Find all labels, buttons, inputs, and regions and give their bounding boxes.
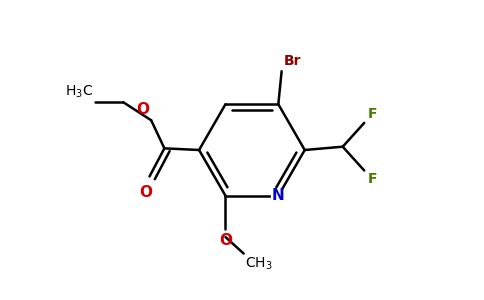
Text: O: O: [136, 102, 150, 117]
Text: F: F: [367, 172, 377, 186]
Text: F: F: [367, 107, 377, 121]
Text: O: O: [220, 233, 233, 248]
Text: N: N: [272, 188, 285, 203]
Text: H$_3$C: H$_3$C: [65, 84, 93, 101]
Text: Br: Br: [283, 54, 301, 68]
Text: O: O: [140, 185, 153, 200]
Text: CH$_3$: CH$_3$: [245, 255, 273, 272]
